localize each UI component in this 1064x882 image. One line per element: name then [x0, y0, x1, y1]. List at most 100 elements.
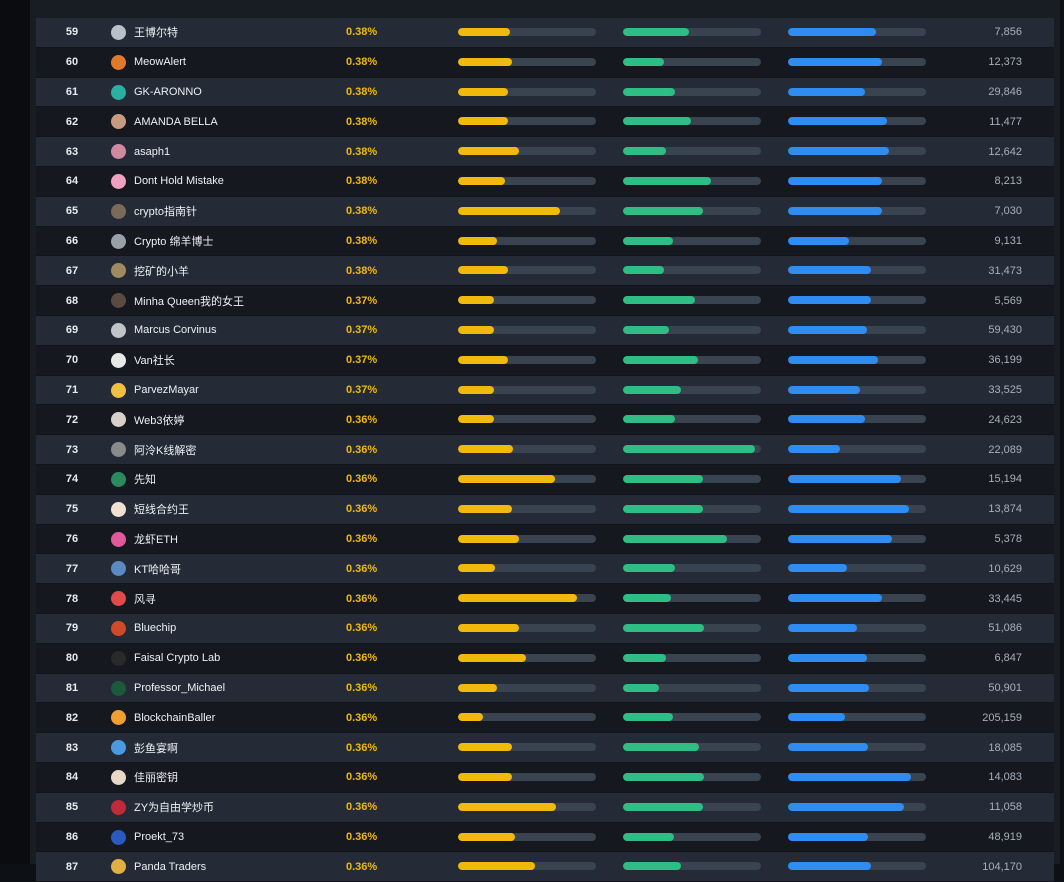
green-progress-bar: [623, 236, 761, 245]
username-link[interactable]: ParvezMayar: [134, 383, 199, 396]
username-link[interactable]: Panda Traders: [134, 860, 207, 873]
username-link[interactable]: AMANDA BELLA: [134, 115, 218, 128]
username-link[interactable]: Web3依婷: [134, 414, 185, 427]
username-link[interactable]: 先知: [134, 474, 156, 487]
table-row[interactable]: 68 Minha Queen我的女王 0.37% 5,569: [36, 286, 1054, 316]
table-row[interactable]: 70 Van社长 0.37% 36,199: [36, 345, 1054, 376]
table-row[interactable]: 85 ZY为自由学炒币 0.36% 11,058: [36, 792, 1054, 823]
avatar[interactable]: [111, 382, 126, 398]
percentage-value: 0.36%: [346, 860, 378, 873]
avatar[interactable]: [111, 322, 126, 338]
avatar[interactable]: [111, 173, 126, 189]
table-row[interactable]: 87 Panda Traders 0.36% 104,170: [36, 852, 1054, 882]
avatar[interactable]: [111, 501, 126, 517]
avatar[interactable]: [111, 203, 126, 219]
avatar[interactable]: [111, 144, 126, 160]
username-link[interactable]: 风寻: [134, 593, 156, 606]
table-row[interactable]: 59 王博尔特 0.38% 7,856: [36, 18, 1054, 48]
username-link[interactable]: KT哈哈哥: [134, 563, 182, 576]
avatar[interactable]: [111, 591, 126, 607]
avatar[interactable]: [111, 740, 126, 756]
blue-bar-fill: [788, 57, 882, 66]
avatar[interactable]: [111, 471, 126, 487]
yellow-bar-fill: [458, 266, 508, 275]
username-link[interactable]: asaph1: [134, 145, 171, 158]
avatar[interactable]: [111, 561, 126, 577]
table-row[interactable]: 67 挖矿的小羊 0.38% 31,473: [36, 256, 1054, 287]
table-row[interactable]: 71 ParvezMayar 0.37% 33,525: [36, 375, 1054, 406]
avatar[interactable]: [111, 829, 126, 845]
username-link[interactable]: Dont Hold Mistake: [134, 175, 224, 188]
username-link[interactable]: 挖矿的小羊: [134, 265, 189, 278]
username-link[interactable]: Proekt_73: [134, 830, 185, 843]
avatar[interactable]: [111, 352, 126, 368]
username-link[interactable]: Minha Queen我的女王: [134, 295, 245, 308]
username-link[interactable]: 王博尔特: [134, 27, 178, 40]
username-link[interactable]: Crypto 绵羊博士: [134, 235, 214, 248]
username-link[interactable]: crypto指南针: [134, 206, 197, 219]
rank-number: 79: [65, 622, 79, 635]
table-row[interactable]: 78 风寻 0.36% 33,445: [36, 584, 1054, 614]
table-row[interactable]: 69 Marcus Corvinus 0.37% 59,430: [36, 315, 1054, 346]
username-link[interactable]: Faisal Crypto Lab: [134, 652, 221, 665]
avatar[interactable]: [111, 263, 126, 279]
table-row[interactable]: 81 Professor_Michael 0.36% 50,901: [36, 673, 1054, 704]
table-row[interactable]: 84 佳丽密钥 0.36% 14,083: [36, 762, 1054, 793]
avatar[interactable]: [111, 531, 126, 547]
avatar[interactable]: [111, 84, 126, 100]
avatar[interactable]: [111, 293, 126, 309]
table-row[interactable]: 72 Web3依婷 0.36% 24,623: [36, 405, 1054, 436]
table-row[interactable]: 83 彭鱼宴啊 0.36% 18,085: [36, 733, 1054, 763]
table-row[interactable]: 65 crypto指南针 0.38% 7,030: [36, 196, 1054, 227]
username-link[interactable]: BlockchainBaller: [134, 711, 216, 724]
green-progress-bar: [623, 743, 761, 752]
username-link[interactable]: ZY为自由学炒币: [134, 802, 215, 815]
green-progress-bar: [623, 772, 761, 781]
table-row[interactable]: 64 Dont Hold Mistake 0.38% 8,213: [36, 166, 1054, 197]
table-row[interactable]: 60 MeowAlert 0.38% 12,373: [36, 47, 1054, 78]
avatar[interactable]: [111, 620, 126, 636]
username-link[interactable]: Marcus Corvinus: [134, 324, 217, 337]
avatar[interactable]: [111, 114, 126, 130]
avatar[interactable]: [111, 442, 126, 458]
avatar[interactable]: [111, 859, 126, 875]
username-link[interactable]: GK-ARONNO: [134, 85, 202, 98]
username-link[interactable]: 短线合约王: [134, 504, 189, 517]
avatar[interactable]: [111, 799, 126, 815]
table-row[interactable]: 76 龙虾ETH 0.36% 5,378: [36, 524, 1054, 555]
table-row[interactable]: 79 Bluechip 0.36% 51,086: [36, 613, 1054, 644]
username-link[interactable]: Bluechip: [134, 622, 177, 635]
blue-bar-fill: [788, 176, 882, 185]
username-link[interactable]: MeowAlert: [134, 56, 186, 69]
username-link[interactable]: Professor_Michael: [134, 681, 226, 694]
blue-progress-bar: [788, 564, 926, 573]
table-row[interactable]: 66 Crypto 绵羊博士 0.38% 9,131: [36, 226, 1054, 257]
follower-count: 12,642: [988, 145, 1022, 158]
table-row[interactable]: 75 短线合约王 0.36% 13,874: [36, 494, 1054, 525]
table-row[interactable]: 86 Proekt_73 0.36% 48,919: [36, 822, 1054, 853]
username-link[interactable]: 阿泠K线解密: [134, 444, 197, 457]
table-row[interactable]: 80 Faisal Crypto Lab 0.36% 6,847: [36, 643, 1054, 674]
table-row[interactable]: 74 先知 0.36% 15,194: [36, 464, 1054, 495]
percentage-value: 0.37%: [346, 354, 378, 367]
username-link[interactable]: Van社长: [134, 355, 175, 368]
username-link[interactable]: 佳丽密钥: [134, 772, 178, 785]
avatar[interactable]: [111, 680, 126, 696]
table-row[interactable]: 77 KT哈哈哥 0.36% 10,629: [36, 554, 1054, 585]
avatar[interactable]: [111, 233, 126, 249]
avatar[interactable]: [111, 769, 126, 785]
rank-number: 62: [65, 115, 79, 128]
avatar[interactable]: [111, 710, 126, 726]
table-row[interactable]: 62 AMANDA BELLA 0.38% 11,477: [36, 107, 1054, 138]
username-link[interactable]: 龙虾ETH: [134, 533, 178, 546]
avatar[interactable]: [111, 54, 126, 70]
table-row[interactable]: 73 阿泠K线解密 0.36% 22,089: [36, 435, 1054, 465]
table-row[interactable]: 63 asaph1 0.38% 12,642: [36, 137, 1054, 167]
yellow-progress-bar: [458, 87, 596, 96]
table-row[interactable]: 61 GK-ARONNO 0.38% 29,846: [36, 77, 1054, 108]
username-link[interactable]: 彭鱼宴啊: [134, 742, 178, 755]
avatar[interactable]: [111, 650, 126, 666]
avatar[interactable]: [111, 25, 126, 40]
avatar[interactable]: [111, 412, 126, 428]
table-row[interactable]: 82 BlockchainBaller 0.36% 205,159: [36, 703, 1054, 734]
